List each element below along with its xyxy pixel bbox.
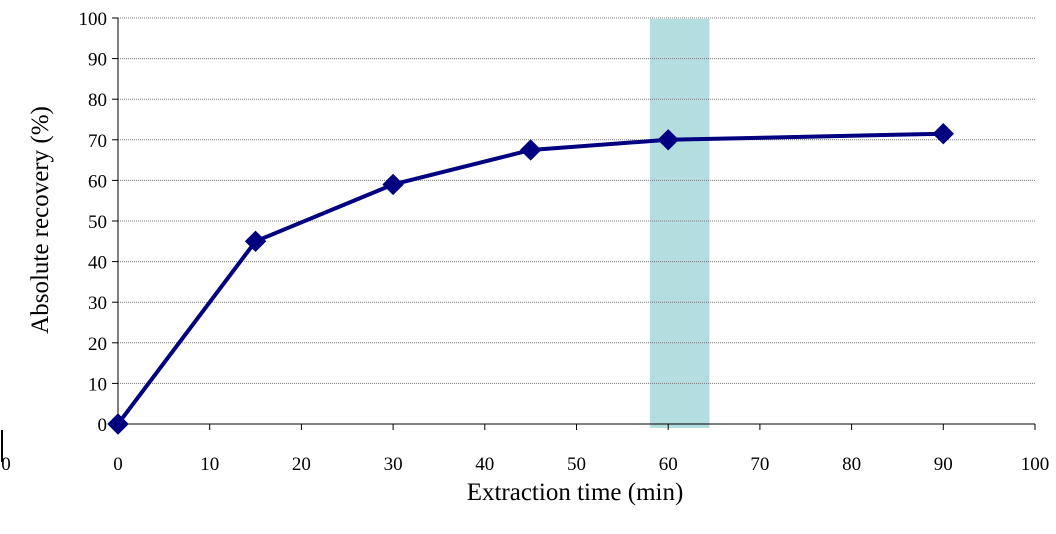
data-point-diamond [107, 413, 129, 435]
tick-labels: 0 10 20 30 40 50 60 70 80 90 100 0 10 20 30 40 50 60 70 80 9… [79, 9, 1050, 475]
data-point-diamond [519, 139, 542, 161]
y-tick-label: 30 [88, 293, 107, 314]
y-tick-label: 60 [88, 171, 107, 192]
x-tick-label: 20 [292, 454, 311, 475]
x-tick-label: 50 [567, 454, 586, 475]
y-tick-label: 40 [88, 253, 107, 274]
x-tick-label: 100 [1021, 454, 1050, 475]
x-tick-label: 0 [113, 454, 123, 475]
data-series [107, 123, 955, 435]
data-point-diamond [932, 123, 955, 145]
y-tick-label: 90 [88, 50, 107, 71]
data-point-diamond [382, 173, 404, 196]
x-tick-label: 10 [200, 454, 219, 475]
y-tick-label: 0 [98, 415, 108, 436]
x-tick-label: 70 [750, 454, 769, 475]
y-tick-label: 20 [88, 334, 107, 355]
highlight-band [649, 19, 710, 428]
x-tick-label: 60 [659, 454, 678, 475]
data-point-diamond [244, 230, 267, 253]
x-tick-label: 30 [384, 454, 403, 475]
axes [112, 17, 1036, 430]
series-line [116, 131, 944, 426]
data-point-diamond [657, 129, 679, 151]
x-tick-label: 40 [475, 454, 494, 475]
x-tick-label: 80 [842, 454, 861, 475]
y-tick-label: 70 [88, 131, 107, 152]
stray-zero-label: 0 [1, 454, 11, 475]
y-tick-label: 100 [79, 9, 108, 30]
y-tick-label: 80 [88, 90, 107, 111]
y-tick-label: 50 [88, 212, 107, 233]
x-axis-title: Extraction time (min) [467, 479, 684, 506]
y-axis-title: Absolute recovery (%) [27, 106, 54, 334]
x-tick-label: 90 [934, 454, 953, 475]
y-tick-label: 10 [88, 374, 107, 395]
gridlines [118, 17, 1035, 384]
